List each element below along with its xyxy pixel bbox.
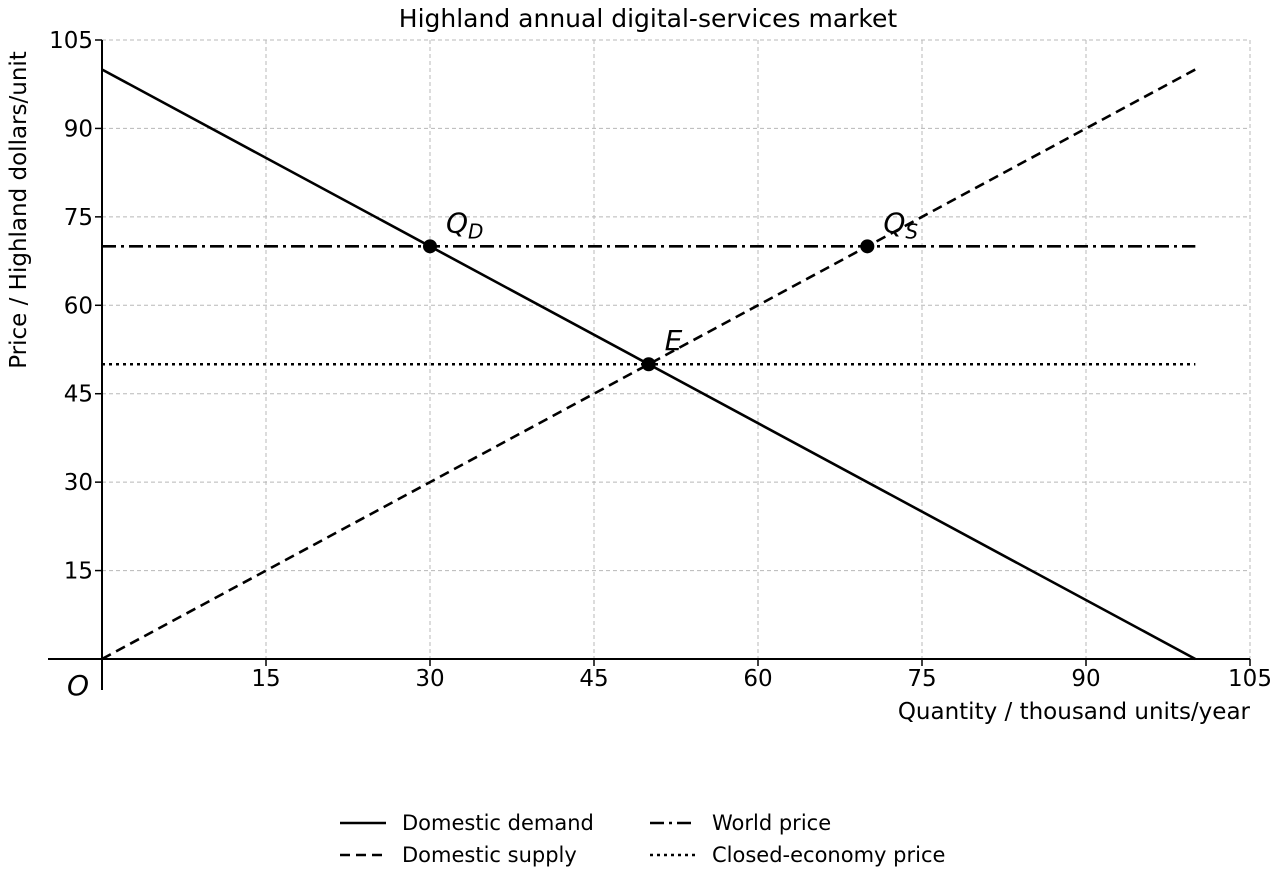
- y-tick-label: 15: [64, 559, 93, 585]
- x-ticks: 15 30 45 60 75 90 105: [251, 659, 1272, 692]
- x-tick-label: 75: [907, 666, 936, 692]
- point-marker: [641, 357, 656, 372]
- legend-label: Closed-economy price: [712, 843, 945, 867]
- y-tick-label: 45: [64, 382, 93, 408]
- point-label: QS: [883, 206, 918, 243]
- x-axis-label: Quantity / thousand units/year: [898, 699, 1251, 725]
- gridlines: [102, 39, 1251, 659]
- legend-label: World price: [712, 811, 831, 835]
- chart-title: Highland annual digital-services market: [399, 4, 898, 33]
- x-tick-label: 15: [251, 666, 280, 692]
- x-tick-label: 45: [579, 666, 608, 692]
- y-axis-label: Price / Highland dollars/unit: [6, 51, 32, 369]
- y-ticks: 15 30 45 60 75 90 105: [49, 28, 102, 585]
- x-tick-label: 60: [743, 666, 772, 692]
- y-tick-label: 30: [64, 470, 93, 496]
- y-tick-label: 75: [64, 205, 93, 231]
- point-label: E: [665, 324, 683, 357]
- y-tick-label: 90: [64, 116, 93, 142]
- y-tick-label: 60: [64, 293, 93, 319]
- point-marker: [423, 239, 437, 254]
- legend-label: Domestic supply: [402, 843, 577, 867]
- x-tick-label: 30: [415, 666, 444, 692]
- x-tick-label: 105: [1228, 666, 1272, 692]
- legend-label: Domestic demand: [402, 811, 594, 835]
- point-markers: QD QS E: [423, 206, 918, 372]
- legend: Domestic demand Domestic supply World pric…: [340, 811, 945, 867]
- origin-label: O: [67, 669, 89, 702]
- x-tick-label: 90: [1071, 666, 1100, 692]
- point-label: QD: [446, 206, 483, 243]
- point-marker: [860, 239, 875, 254]
- y-tick-label: 105: [49, 28, 93, 54]
